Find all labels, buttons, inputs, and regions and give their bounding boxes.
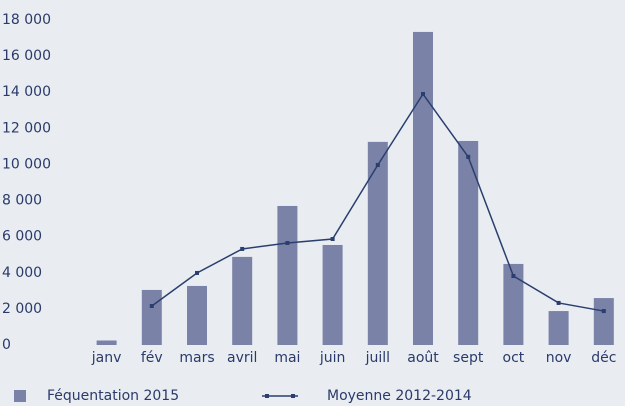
bar <box>322 244 343 345</box>
legend-swatch <box>14 390 26 402</box>
bar <box>187 285 207 345</box>
bar <box>413 31 433 346</box>
y-tick-label: 0 <box>2 337 11 353</box>
y-tick-label: 12 000 <box>2 120 51 136</box>
legend-swatch <box>265 394 269 398</box>
line-marker <box>149 304 154 308</box>
line-marker <box>240 246 245 251</box>
line-marker <box>330 237 335 242</box>
x-tick-label: mars <box>179 350 214 366</box>
x-tick-label: oct <box>503 350 525 366</box>
y-tick-label: 6 000 <box>2 229 42 245</box>
bar <box>458 140 479 345</box>
legend-label: Féquentation 2015 <box>47 388 179 404</box>
line-marker <box>556 300 561 305</box>
x-tick-label: août <box>407 350 439 366</box>
y-tick-label: 10 000 <box>2 156 51 172</box>
x-tick-label: janv <box>91 350 122 366</box>
line-marker <box>195 270 199 275</box>
legend-swatch <box>291 394 295 398</box>
x-tick-label: avril <box>227 350 257 366</box>
bar <box>141 289 162 345</box>
bar <box>367 141 388 345</box>
x-tick-label: fév <box>141 350 163 366</box>
bar <box>232 256 253 345</box>
bar <box>277 205 298 345</box>
bar <box>548 311 569 345</box>
line-marker <box>375 162 380 167</box>
y-tick-label: 16 000 <box>2 48 51 64</box>
x-tick-label: mai <box>274 350 300 366</box>
y-tick-label: 18 000 <box>2 12 51 28</box>
line-marker <box>421 92 425 97</box>
y-tick-label: 2 000 <box>2 301 42 317</box>
y-tick-label: 4 000 <box>2 265 42 281</box>
x-tick-label: juin <box>319 350 346 366</box>
line-marker <box>285 240 290 245</box>
x-tick-label: sept <box>453 350 484 366</box>
legend-label: Moyenne 2012-2014 <box>327 388 472 404</box>
x-tick-label: nov <box>546 350 572 366</box>
line-marker <box>601 309 606 314</box>
y-tick-label: 8 000 <box>2 193 42 209</box>
bar <box>96 340 117 345</box>
bar <box>593 298 614 345</box>
x-tick-label: juill <box>365 350 390 366</box>
line-marker <box>466 154 471 159</box>
line-marker <box>511 274 516 279</box>
y-tick-label: 14 000 <box>2 84 51 100</box>
bar <box>503 263 524 345</box>
x-tick-label: déc <box>591 350 616 366</box>
